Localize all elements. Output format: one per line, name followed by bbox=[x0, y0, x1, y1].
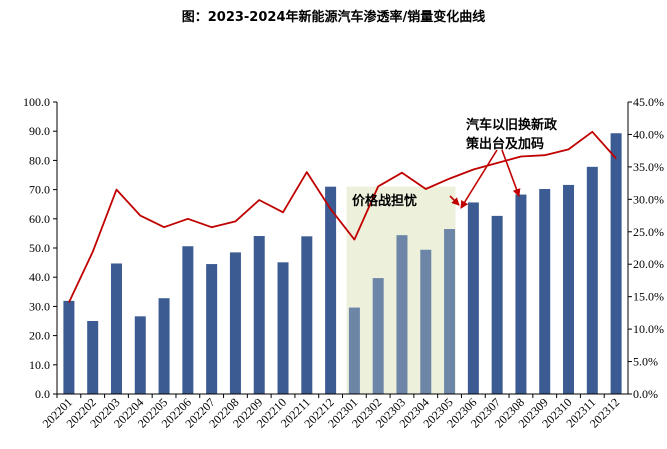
bar bbox=[206, 264, 218, 394]
y-right-tick-label: 10.0% bbox=[633, 322, 664, 336]
bar bbox=[110, 263, 122, 394]
bar bbox=[467, 202, 479, 394]
policy-arrow bbox=[501, 149, 521, 197]
y-right-tick-label: 0.0% bbox=[633, 387, 658, 401]
bar bbox=[134, 316, 146, 394]
y-right-tick-label: 25.0% bbox=[633, 225, 664, 239]
y-left-tick-label: 30.0 bbox=[29, 299, 50, 313]
bar bbox=[253, 236, 265, 394]
bar bbox=[420, 249, 432, 394]
bar bbox=[539, 189, 551, 394]
y-left-tick-label: 20.0 bbox=[29, 329, 50, 343]
y-right-tick-label: 20.0% bbox=[633, 257, 664, 271]
bar bbox=[563, 184, 575, 394]
y-left-tick-label: 40.0 bbox=[29, 270, 50, 284]
bar bbox=[372, 278, 384, 394]
penetration-line bbox=[68, 130, 617, 303]
y-left-tick-label: 80.0 bbox=[29, 153, 50, 167]
y-right-tick-label: 30.0% bbox=[633, 192, 664, 206]
bar bbox=[301, 236, 313, 394]
highlight-arrow bbox=[449, 195, 460, 206]
y-right-tick-label: 40.0% bbox=[633, 127, 664, 141]
chart-title: 图：2023-2024年新能源汽车渗透率/销量变化曲线 bbox=[181, 10, 486, 25]
policy-annotation-line-2: 策出台及加码 bbox=[466, 136, 544, 152]
y-right-tick-label: 15.0% bbox=[633, 290, 664, 304]
bar bbox=[348, 307, 360, 394]
y-left-tick-label: 60.0 bbox=[29, 212, 50, 226]
y-left-tick-label: 10.0 bbox=[29, 358, 50, 372]
bar bbox=[277, 262, 289, 394]
bar bbox=[182, 246, 194, 394]
policy-annotation-line-1: 汽车以旧换新政 bbox=[466, 117, 558, 133]
bar bbox=[586, 166, 598, 394]
y-left-tick-label: 0.0 bbox=[35, 387, 50, 401]
bar bbox=[63, 300, 75, 394]
y-left-tick-label: 70.0 bbox=[29, 183, 50, 197]
y-right-tick-label: 5.0% bbox=[633, 355, 658, 369]
y-left-tick-label: 50.0 bbox=[29, 241, 50, 255]
policy-arrow bbox=[460, 149, 498, 209]
highlight-label: 价格战担忧 bbox=[352, 193, 417, 209]
bar bbox=[325, 186, 337, 394]
bar bbox=[229, 252, 241, 394]
y-left-tick-label: 100.0 bbox=[23, 95, 50, 109]
y-right-tick-label: 35.0% bbox=[633, 160, 664, 174]
bar bbox=[158, 298, 170, 394]
bar bbox=[87, 321, 99, 394]
bar bbox=[491, 215, 503, 394]
bar bbox=[444, 229, 456, 394]
y-right-tick-label: 45.0% bbox=[633, 95, 664, 109]
bar bbox=[515, 194, 527, 394]
y-left-tick-label: 90.0 bbox=[29, 124, 50, 138]
bar bbox=[396, 235, 408, 394]
bar bbox=[610, 133, 622, 394]
